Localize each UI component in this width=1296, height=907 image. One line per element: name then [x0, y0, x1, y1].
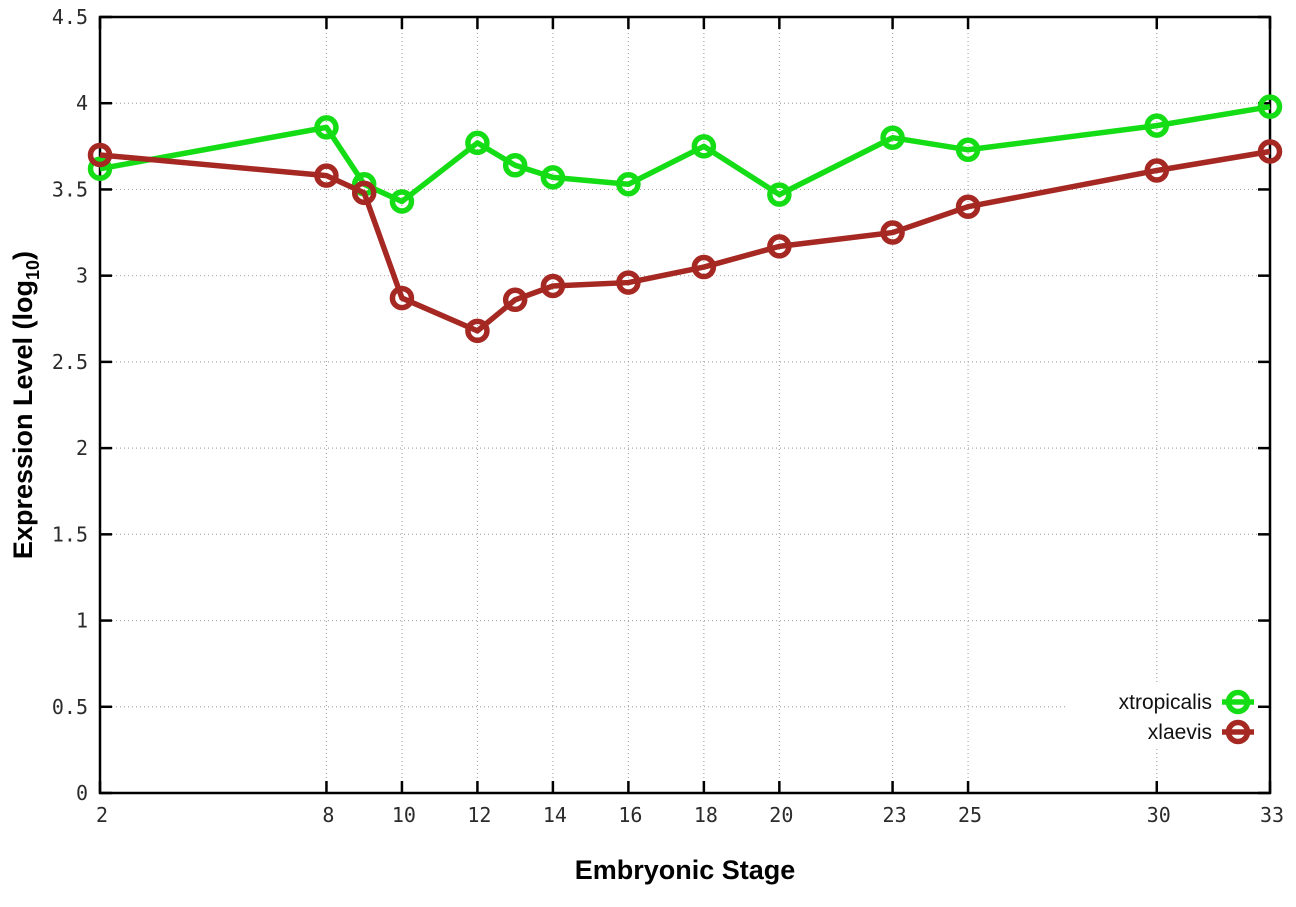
grid-lines — [100, 17, 1270, 793]
x-tick-label: 25 — [958, 803, 982, 827]
y-tick-label: 3.5 — [52, 177, 88, 201]
y-tick-label: 4.5 — [52, 5, 88, 29]
legend-marker-icon — [1225, 719, 1251, 745]
y-tick-label: 2 — [76, 436, 88, 460]
series-xlaevis-point — [1257, 139, 1283, 164]
tick-labels: 2 8 10 12 14 16 18 20 23 25 30 33 0 0.5 1 1.5 2 2.5 3 3.5 4 4… — [52, 5, 1284, 827]
y-tick-label: 0.5 — [52, 695, 88, 719]
y-tick-label: 1 — [76, 609, 88, 633]
series-xlaevis-point — [616, 270, 641, 295]
series-xlaevis-point — [540, 273, 566, 299]
series-xlaevis-point — [87, 142, 113, 168]
series-xtropicalis-point — [465, 130, 490, 156]
series-xtropicalis-line — [99, 103, 1271, 205]
legend: xtropicalis xlaevis — [1066, 684, 1258, 748]
x-axis-title: Embryonic Stage — [575, 855, 796, 885]
data-series — [87, 94, 1283, 344]
x-tick-label: 23 — [883, 803, 907, 827]
series-xlaevis-point — [314, 163, 339, 188]
series-xlaevis-point — [502, 287, 528, 313]
series-xtropicalis-point — [1257, 94, 1283, 119]
legend-marker-icon — [1225, 689, 1251, 715]
series-xtropicalis-point — [767, 182, 792, 207]
y-tick-label: 3 — [76, 264, 88, 288]
series-xtropicalis-point — [691, 134, 717, 159]
series-xlaevis-point — [351, 180, 377, 206]
legend-label: xtropicalis — [1119, 691, 1212, 714]
series-xlaevis-point — [465, 318, 490, 344]
x-tick-label: 30 — [1147, 803, 1171, 827]
series-xtropicalis-point — [502, 153, 528, 178]
y-tick-label: 1.5 — [52, 522, 88, 546]
x-tick-label: 20 — [769, 803, 793, 827]
legend-label: xlaevis — [1148, 721, 1212, 744]
y-tick-label: 4 — [76, 91, 88, 115]
y-tick-label: 0 — [76, 781, 88, 805]
x-tick-label: 33 — [1260, 803, 1284, 827]
series-xtropicalis-point — [1144, 113, 1170, 138]
x-tick-label: 8 — [322, 803, 334, 827]
series-xtropicalis-point — [540, 165, 566, 190]
series-xtropicalis-point — [87, 156, 113, 182]
y-axis-title: Expression Level (log10) — [8, 251, 43, 559]
legend-item-xlaevis: xlaevis — [1148, 719, 1254, 745]
x-tick-label: 16 — [618, 803, 642, 827]
series-xlaevis-point — [767, 234, 792, 259]
legend-background — [1066, 684, 1258, 748]
series-xlaevis-point — [955, 194, 981, 219]
x-tick-label: 12 — [467, 803, 491, 827]
series-xlaevis-line — [99, 148, 1271, 334]
x-tick-label: 10 — [392, 803, 416, 827]
legend-item-xtropicalis: xtropicalis — [1119, 689, 1254, 715]
series-xlaevis-point — [691, 254, 717, 280]
y-tick-label: 2.5 — [52, 350, 88, 374]
series-xlaevis-point — [880, 220, 905, 245]
series-xtropicalis-point — [389, 189, 415, 214]
series-xlaevis-point — [1144, 158, 1170, 183]
x-tick-label: 14 — [543, 803, 567, 827]
series-xtropicalis-point — [314, 115, 339, 140]
plot-border — [98, 15, 1272, 795]
x-tick-label: 18 — [694, 803, 718, 827]
series-xlaevis-point — [389, 285, 415, 311]
x-tick-label: 2 — [96, 803, 108, 827]
series-xtropicalis-point — [955, 137, 981, 163]
series-xtropicalis-point — [880, 125, 905, 150]
axis-ticks — [98, 15, 1272, 795]
series-xtropicalis-point — [616, 172, 641, 197]
plot-border-rect — [98, 15, 1272, 795]
